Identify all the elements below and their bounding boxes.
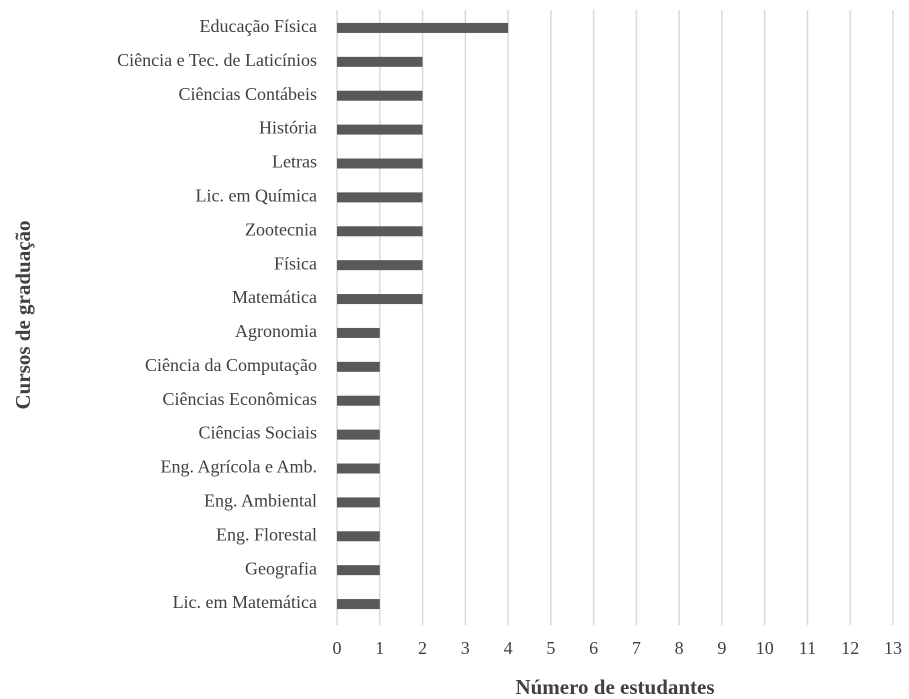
y-tick-label: Ciências Econômicas	[163, 389, 317, 409]
y-tick-label: Zootecnia	[245, 219, 317, 239]
bar	[337, 531, 380, 542]
bar	[337, 463, 380, 474]
x-tick-label: 5	[546, 638, 555, 658]
bar	[337, 327, 380, 338]
bar	[337, 294, 423, 305]
y-tick-label: Letras	[272, 152, 317, 172]
y-tick-label: Ciência e Tec. de Laticínios	[117, 50, 317, 70]
y-tick-label: Ciência da Computação	[145, 355, 317, 375]
x-tick-label: 3	[461, 638, 470, 658]
bar	[337, 226, 423, 237]
y-tick-label: História	[259, 118, 317, 138]
bar	[337, 395, 380, 406]
y-tick-label: Ciências Sociais	[199, 423, 317, 443]
y-tick-label: Eng. Ambiental	[204, 491, 317, 511]
bar	[337, 124, 423, 135]
y-tick-label: Física	[274, 253, 317, 273]
y-tick-label: Educação Física	[200, 16, 317, 36]
x-tick-label: 11	[799, 638, 816, 658]
bar	[337, 497, 380, 508]
y-tick-label: Matemática	[232, 287, 317, 307]
x-tick-label: 12	[841, 638, 859, 658]
bar	[337, 565, 380, 576]
x-tick-label: 4	[504, 638, 513, 658]
x-tick-label: 13	[884, 638, 902, 658]
x-tick-label: 0	[333, 638, 342, 658]
bar	[337, 192, 423, 203]
bar	[337, 429, 380, 440]
x-tick-label: 9	[717, 638, 726, 658]
bar	[337, 90, 423, 101]
bar	[337, 361, 380, 372]
x-tick-label: 7	[632, 638, 641, 658]
x-tick-label: 6	[589, 638, 598, 658]
x-tick-label: 8	[675, 638, 684, 658]
y-tick-label: Eng. Agrícola e Amb.	[161, 457, 317, 477]
y-tick-label: Agronomia	[235, 321, 317, 341]
bar	[337, 260, 423, 271]
bar	[337, 22, 509, 33]
bar	[337, 599, 380, 610]
y-tick-label: Geografia	[245, 558, 317, 578]
bar	[337, 158, 423, 169]
y-tick-label: Lic. em Matemática	[173, 592, 317, 612]
x-tick-label: 2	[418, 638, 427, 658]
y-tick-label: Eng. Florestal	[216, 524, 317, 544]
x-tick-label: 10	[756, 638, 774, 658]
y-axis-title: Cursos de graduação	[11, 220, 35, 409]
y-tick-label: Lic. em Química	[196, 186, 317, 206]
x-tick-label: 1	[375, 638, 384, 658]
y-tick-label: Ciências Contábeis	[179, 84, 317, 104]
bar	[337, 56, 423, 67]
x-axis-title: Número de estudantes	[515, 675, 714, 699]
